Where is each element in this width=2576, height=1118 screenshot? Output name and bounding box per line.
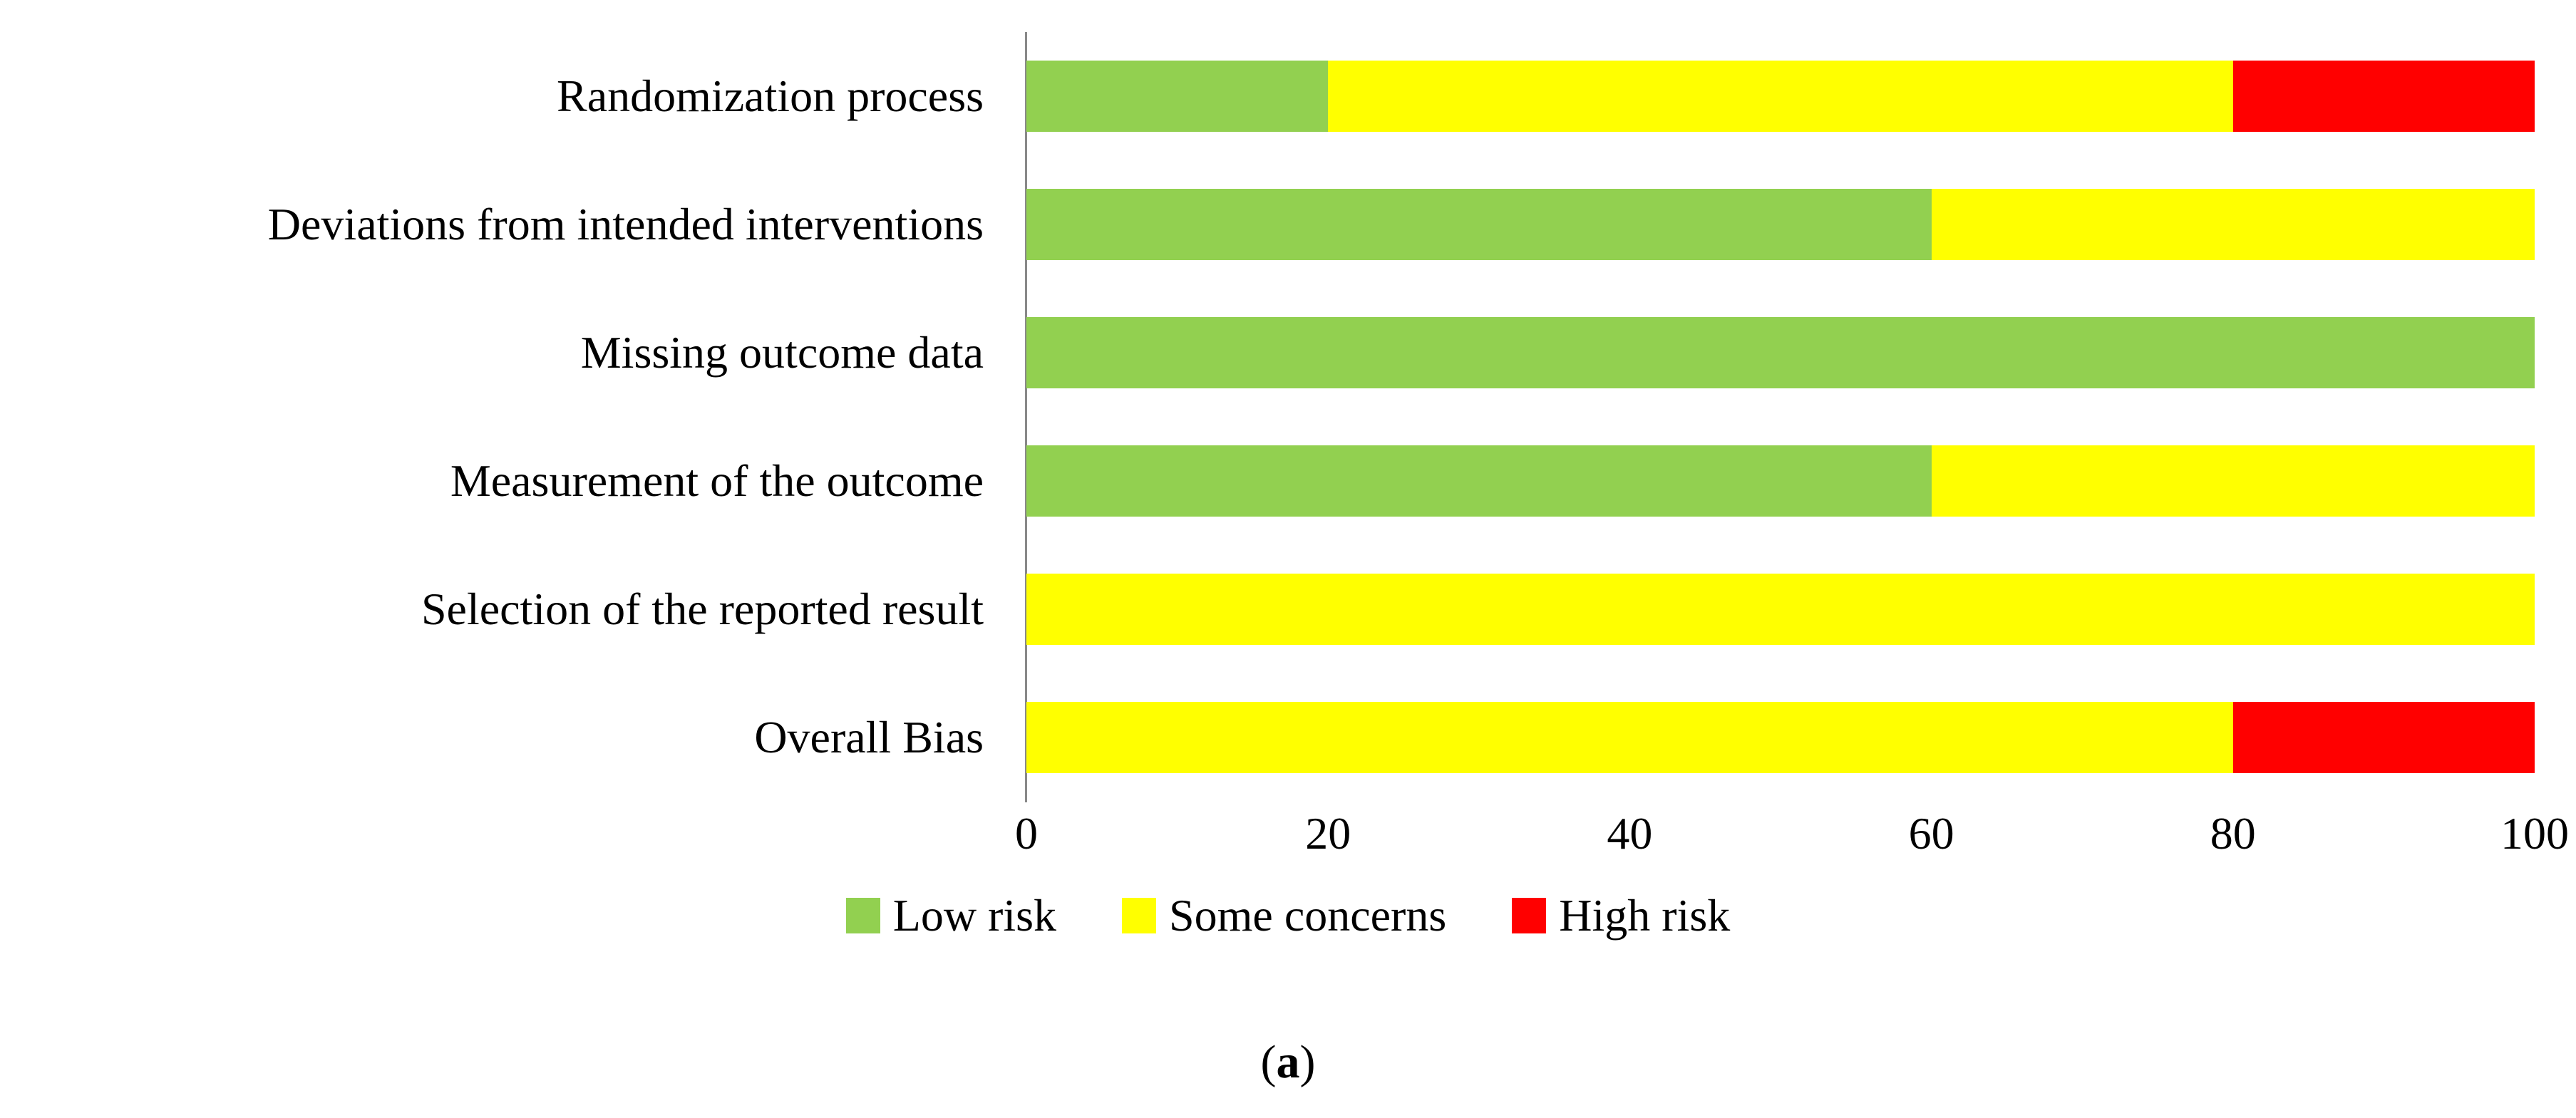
legend-item-some-concerns: Some concerns	[1122, 889, 1446, 942]
category-labels: Randomization process Deviations from int…	[0, 32, 1026, 802]
bar-row	[1026, 289, 2535, 417]
bar-segment-high-risk	[2232, 61, 2535, 132]
legend-label: Low risk	[892, 890, 1057, 941]
legend-label: High risk	[1559, 890, 1731, 941]
caption-paren-close: )	[1299, 1036, 1316, 1088]
legend-item-high-risk: High risk	[1512, 889, 1730, 942]
x-axis-tick-label: 20	[1305, 808, 1351, 859]
category-label: Missing outcome data	[580, 327, 984, 378]
bar-segment-some-concerns	[1026, 574, 2535, 645]
legend-item-low-risk: Low risk	[845, 889, 1057, 942]
legend-swatch-high-risk	[1512, 898, 1547, 933]
caption-paren-open: (	[1260, 1036, 1277, 1088]
bar-row	[1026, 160, 2535, 289]
figure-caption: (a)	[0, 1039, 2576, 1086]
bar-segment-high-risk	[2232, 702, 2535, 773]
bar-segment-some-concerns	[1931, 445, 2535, 517]
stacked-bar	[1026, 702, 2535, 773]
category-label: Overall Bias	[754, 712, 984, 762]
bar-segment-some-concerns	[1931, 189, 2535, 260]
bar-segment-some-concerns	[1026, 702, 2233, 773]
category-label: Measurement of the outcome	[450, 455, 984, 506]
category-label: Selection of the reported result	[421, 584, 984, 634]
legend-label: Some concerns	[1169, 890, 1447, 941]
x-axis-tick-label: 100	[2500, 808, 2569, 859]
category-label: Deviations from intended interventions	[267, 199, 984, 249]
plot-area	[1026, 32, 2535, 802]
bar-row	[1026, 545, 2535, 673]
bar-segment-low-risk	[1026, 445, 1932, 517]
x-axis-tick-label: 60	[1908, 808, 1954, 859]
category-label: Randomization process	[557, 71, 984, 121]
stacked-bar	[1026, 317, 2535, 388]
stacked-bar	[1026, 189, 2535, 260]
bar-segment-low-risk	[1026, 317, 2535, 388]
caption-letter: a	[1276, 1036, 1300, 1088]
legend: Low risk Some concerns High risk	[0, 889, 2576, 942]
x-axis-tick-label: 0	[1015, 808, 1038, 859]
bar-segment-some-concerns	[1328, 61, 2233, 132]
stacked-bar	[1026, 574, 2535, 645]
y-axis-line	[1025, 32, 1027, 802]
legend-swatch-low-risk	[845, 898, 880, 933]
bar-row	[1026, 673, 2535, 802]
x-axis-tick-labels: 0 20 40 60 80 100	[1015, 808, 2569, 861]
stacked-bar	[1026, 445, 2535, 517]
bar-row	[1026, 32, 2535, 160]
bar-row	[1026, 417, 2535, 545]
legend-swatch-some-concerns	[1122, 898, 1157, 933]
bar-segment-low-risk	[1026, 189, 1932, 260]
stacked-bar	[1026, 61, 2535, 132]
bar-segment-low-risk	[1026, 61, 1329, 132]
x-axis-tick-label: 80	[2210, 808, 2256, 859]
x-axis-tick-label: 40	[1607, 808, 1653, 859]
